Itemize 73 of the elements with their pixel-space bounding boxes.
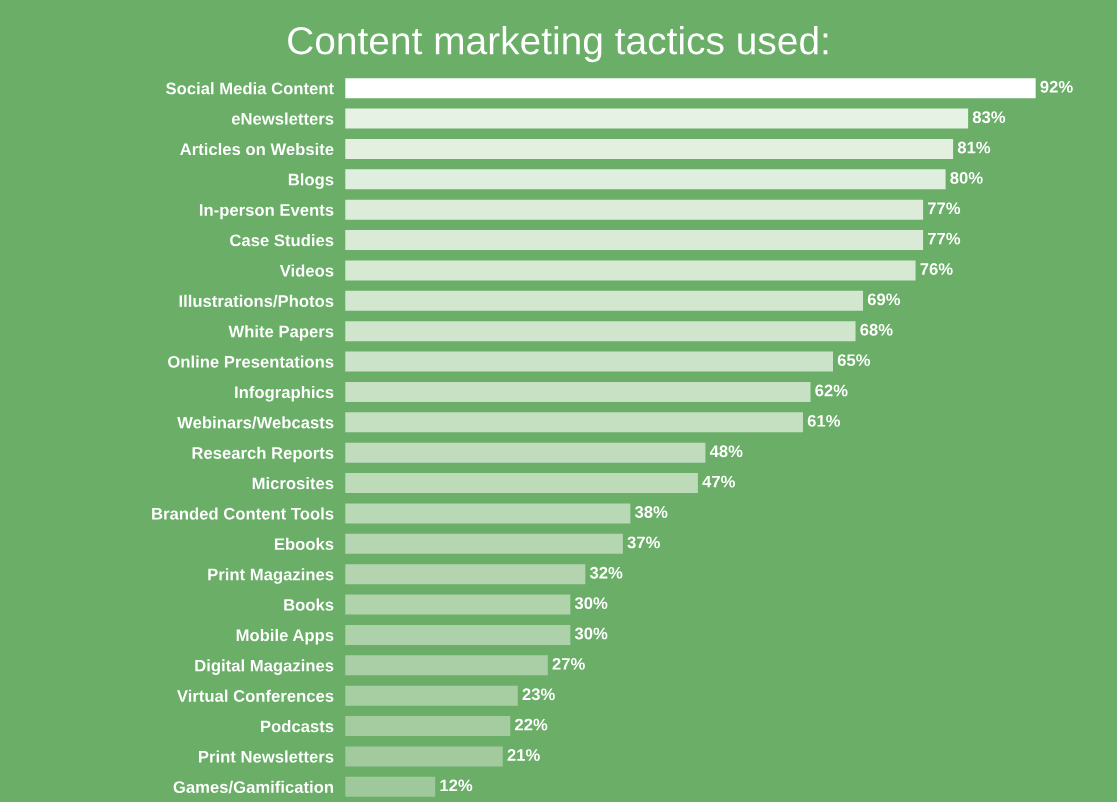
y-tick-label: Virtual Conferences <box>177 689 334 702</box>
y-tick-label: Microsites <box>252 477 334 490</box>
bar <box>345 564 586 585</box>
y-tick-label: Podcasts <box>261 720 334 733</box>
data-label: 77% <box>927 202 961 215</box>
data-label: 83% <box>972 111 1006 124</box>
data-label: 23% <box>522 688 555 701</box>
data-label: 76% <box>920 263 953 275</box>
y-tick-label: Infographics <box>235 385 334 402</box>
bar <box>345 685 518 706</box>
y-tick-label: Illustrations/Photos <box>179 294 334 308</box>
data-label: 12% <box>440 779 473 792</box>
y-tick-label: Digital Magazines <box>195 659 334 675</box>
data-label: 62% <box>815 384 848 397</box>
bar <box>345 442 706 463</box>
y-tick-label: In-person Events <box>199 204 334 220</box>
y-tick-label: Webinars/Webcasts <box>177 416 334 429</box>
bar <box>345 746 503 767</box>
data-label: 80% <box>950 171 983 184</box>
y-tick-label: Games/Gamification <box>173 780 334 794</box>
y-tick-label: eNewsletters <box>231 112 334 125</box>
data-label: 22% <box>515 718 548 731</box>
data-label: 48% <box>709 445 743 458</box>
bar <box>345 260 916 281</box>
y-tick-label: White Papers <box>228 325 334 341</box>
data-label: 30% <box>574 597 608 610</box>
data-label: 38% <box>634 506 668 518</box>
bar <box>345 199 924 220</box>
bar <box>345 412 803 433</box>
data-label: 92% <box>1040 80 1073 93</box>
bar <box>345 290 864 311</box>
bar <box>345 533 623 554</box>
y-tick-label: Articles on Website <box>180 142 334 156</box>
y-tick-label: Blogs <box>288 173 334 189</box>
data-label: 47% <box>702 475 735 488</box>
chart-title: Content marketing tactics used: <box>288 25 828 63</box>
data-label: 37% <box>627 536 660 549</box>
bar <box>345 169 946 190</box>
y-tick-label: Social Media Content <box>166 82 334 95</box>
bar <box>345 321 856 342</box>
bar <box>345 381 811 402</box>
y-tick-label: Print Newsletters <box>199 750 334 763</box>
bar <box>345 351 834 372</box>
bar <box>345 776 436 797</box>
y-tick-label: Branded Content Tools <box>152 507 334 520</box>
data-label: 27% <box>552 657 585 670</box>
bar <box>345 78 1036 99</box>
bar <box>345 108 969 129</box>
y-tick-label: Case Studies <box>230 234 334 247</box>
data-label: 21% <box>507 749 540 761</box>
y-tick-label: Research Reports <box>192 446 334 463</box>
data-label: 30% <box>574 627 608 640</box>
y-tick-label: Print Magazines <box>208 568 334 584</box>
data-label: 81% <box>957 141 991 154</box>
y-tick-label: Videos <box>279 264 334 277</box>
data-label: 69% <box>867 293 901 306</box>
data-label: 61% <box>807 414 841 427</box>
data-label: 32% <box>589 566 623 579</box>
bar <box>345 473 698 494</box>
y-tick-label: Books <box>284 598 334 611</box>
bar <box>345 594 571 615</box>
data-label: 65% <box>837 354 871 367</box>
y-tick-label: Ebooks <box>274 537 334 551</box>
bar <box>345 624 571 645</box>
y-tick-label: Online Presentations <box>168 355 334 368</box>
bar <box>345 716 511 737</box>
data-label: 77% <box>927 232 961 245</box>
y-tick-label: Mobile Apps <box>236 628 334 645</box>
bar <box>345 138 954 159</box>
bar <box>345 230 924 251</box>
data-label: 68% <box>860 323 893 336</box>
bar <box>345 655 548 676</box>
bar <box>345 503 631 524</box>
